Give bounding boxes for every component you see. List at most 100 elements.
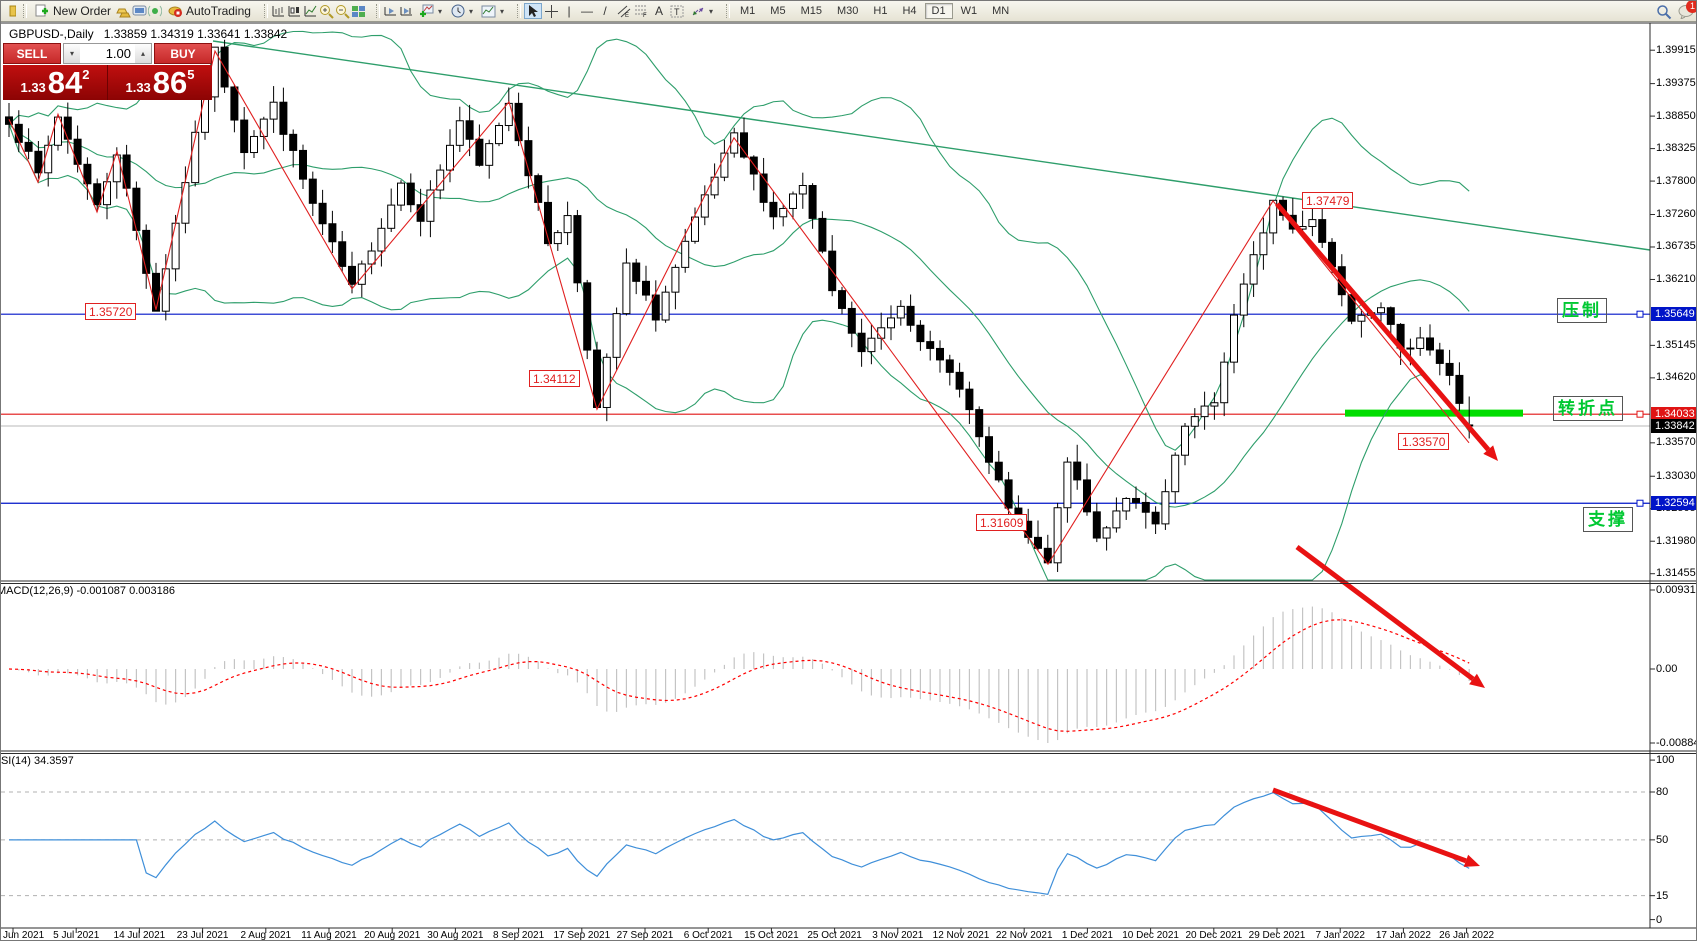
trendline-icon[interactable]: / xyxy=(603,4,607,18)
clipped-icon[interactable] xyxy=(4,3,20,19)
date-label: 6 Oct 2021 xyxy=(683,930,733,941)
timeframe-button-d1[interactable]: D1 xyxy=(924,3,953,19)
price-axis-tick: 1.37260 xyxy=(1656,207,1696,220)
svg-text:E: E xyxy=(625,13,629,18)
buy-price-sup: 5 xyxy=(187,67,195,82)
date-label: 10 Dec 2021 xyxy=(1122,930,1179,941)
macd-label: MACD(12,26,9) -0.001087 0.003186 xyxy=(0,585,175,597)
timeframe-button-w1[interactable]: W1 xyxy=(960,5,978,17)
chart-title: GBPUSD-,Daily 1.33859 1.34319 1.33641 1.3… xyxy=(9,27,287,41)
channel-icon[interactable]: E xyxy=(614,3,632,19)
toolbar-grip[interactable] xyxy=(517,4,521,18)
crosshair-icon[interactable] xyxy=(542,3,560,19)
date-label: 5 Jul 2021 xyxy=(53,930,100,941)
zoom-out-icon[interactable] xyxy=(335,3,351,19)
one-click-trading-panel: SELL ▾ ▴ BUY 1.33 84 2 1.33 86 5 xyxy=(3,43,212,100)
chat-icon[interactable]: 1 xyxy=(1678,1,1696,20)
support-annotation[interactable]: 支撑 xyxy=(1583,507,1633,532)
step-forward-icon[interactable] xyxy=(399,3,415,19)
chart-template-icon xyxy=(481,3,497,19)
toolbar-grip[interactable] xyxy=(726,4,731,18)
price-axis-tick: 1.39915 xyxy=(1656,43,1696,56)
volume-decrease-button[interactable]: ▾ xyxy=(64,44,80,63)
timeframe-button-m15[interactable]: M15 xyxy=(800,5,822,17)
date-label: 8 Sep 2021 xyxy=(493,930,545,941)
turning-point-annotation[interactable]: 转折点 xyxy=(1553,396,1623,421)
swing-price-label[interactable]: 1.34112 xyxy=(529,370,580,387)
date-label: 17 Sep 2021 xyxy=(553,930,611,941)
main-toolbar: New Order AutoTrading ▾ ▾ ▾ xyxy=(1,1,1696,22)
swing-price-label[interactable]: 1.35720 xyxy=(85,303,137,320)
date-label: 25 Oct 2021 xyxy=(807,930,862,941)
date-label: 17 Jan 2022 xyxy=(1375,930,1431,941)
step-back-icon[interactable] xyxy=(383,3,399,19)
price-axis-tick: 1.38325 xyxy=(1656,142,1696,155)
sell-button[interactable]: SELL xyxy=(3,43,61,64)
signal-icon[interactable] xyxy=(147,3,163,19)
swing-price-label[interactable]: 1.33570 xyxy=(1398,433,1450,450)
vertical-line-icon[interactable]: | xyxy=(567,4,571,18)
period-button[interactable]: ▾ xyxy=(446,2,477,20)
swing-price-label[interactable]: 1.37479 xyxy=(1302,192,1354,209)
toolbar-grip[interactable] xyxy=(23,4,27,18)
price-tag: 1.32594 xyxy=(1651,496,1696,511)
price-axis-tick: 1.35145 xyxy=(1656,338,1696,351)
timeframe-button-h1[interactable]: H1 xyxy=(873,5,888,17)
add-indicator-button[interactable]: ▾ xyxy=(415,2,446,20)
fibonacci-icon[interactable]: F xyxy=(632,3,650,19)
timeframe-button-m5[interactable]: M5 xyxy=(770,5,786,17)
bar-chart-icon[interactable] xyxy=(271,3,287,19)
text-label-icon[interactable]: T xyxy=(668,3,686,19)
date-label: Jun 2021 xyxy=(3,930,45,941)
buy-button[interactable]: BUY xyxy=(154,43,212,64)
date-label: 27 Sep 2021 xyxy=(616,930,674,941)
new-order-button[interactable]: New Order xyxy=(30,2,115,20)
rsi-axis-tick: 50 xyxy=(1656,833,1669,846)
toolbar-grip[interactable] xyxy=(375,4,380,18)
price-axis-tick: 1.39375 xyxy=(1656,77,1696,90)
terminal-icon[interactable] xyxy=(131,3,147,19)
date-label: 20 Dec 2021 xyxy=(1185,930,1243,941)
buy-price-display[interactable]: 1.33 86 5 xyxy=(108,65,212,100)
timeframe-button-m30[interactable]: M30 xyxy=(836,5,859,17)
ohlc-values: 1.33859 1.34319 1.33641 1.33842 xyxy=(103,27,288,41)
timeframe-button-m1[interactable]: M1 xyxy=(740,5,756,17)
sell-price-prefix: 1.33 xyxy=(20,80,46,95)
volume-increase-button[interactable]: ▴ xyxy=(135,44,151,63)
cursor-icon[interactable] xyxy=(524,3,542,19)
tile-windows-icon[interactable] xyxy=(351,3,367,19)
date-label: 1 Dec 2021 xyxy=(1061,930,1113,941)
volume-spinner: ▾ ▴ xyxy=(63,43,152,64)
date-label: 29 Dec 2021 xyxy=(1248,930,1306,941)
buy-price-prefix: 1.33 xyxy=(125,80,151,95)
template-button[interactable]: ▾ xyxy=(477,2,508,20)
arrows-tool-button[interactable]: ▾ xyxy=(686,2,717,20)
zoom-in-icon[interactable] xyxy=(319,3,335,19)
add-indicator-icon xyxy=(419,3,435,19)
timeframe-bar: M1 M5 M15 M30 H1 H4 D1 W1 MN xyxy=(733,3,1016,19)
date-label: 3 Nov 2021 xyxy=(872,930,924,941)
toolbar-grip[interactable] xyxy=(263,4,268,18)
timeframe-button-mn[interactable]: MN xyxy=(992,5,1010,17)
price-axis-tick: 1.33570 xyxy=(1656,436,1696,449)
line-chart-icon[interactable] xyxy=(303,3,319,19)
price-tag: 1.34033 xyxy=(1651,407,1696,422)
svg-text:F: F xyxy=(643,13,647,18)
sell-price-display[interactable]: 1.33 84 2 xyxy=(3,65,108,100)
horizontal-line-icon[interactable]: — xyxy=(581,4,593,18)
text-icon[interactable]: A xyxy=(654,4,663,18)
price-tag: 1.33842 xyxy=(1651,419,1696,433)
timeframe-button-h4[interactable]: H4 xyxy=(902,5,917,17)
autotrading-icon xyxy=(167,3,183,19)
macd-axis-tick: 0.00 xyxy=(1656,663,1678,675)
volume-input[interactable] xyxy=(80,44,135,63)
swing-price-label[interactable]: 1.31609 xyxy=(976,514,1028,531)
candlestick-chart-icon[interactable] xyxy=(287,3,303,19)
autotrading-button[interactable]: AutoTrading xyxy=(163,2,255,20)
search-icon[interactable] xyxy=(1656,4,1672,20)
date-label: 26 Jan 2022 xyxy=(1439,930,1495,941)
resistance-annotation[interactable]: 压制 xyxy=(1557,298,1607,323)
gold-bars-icon[interactable] xyxy=(115,3,131,19)
